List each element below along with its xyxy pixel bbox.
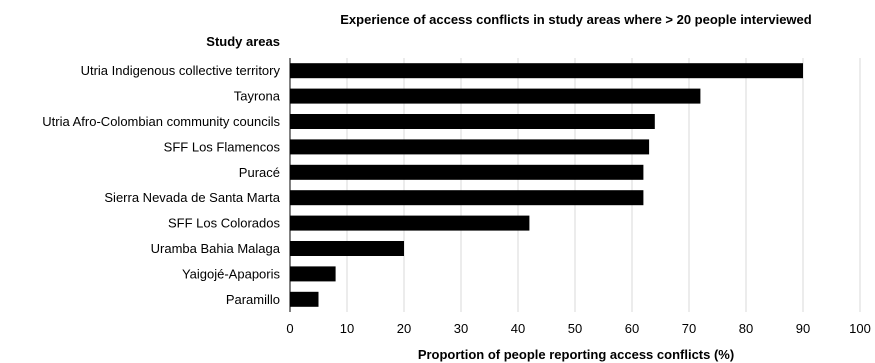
category-label: Utria Indigenous collective territory	[81, 63, 281, 78]
category-label: Yaigojé-Apaporis	[182, 266, 281, 281]
bar	[290, 139, 650, 155]
category-label: SFF Los Flamencos	[164, 139, 281, 154]
x-tick-label: 90	[796, 321, 810, 336]
y-axis-title: Study areas	[206, 34, 280, 49]
bar	[290, 190, 644, 206]
category-label: SFF Los Colorados	[168, 216, 280, 231]
x-tick-label: 40	[511, 321, 525, 336]
category-label: Tayrona	[234, 89, 281, 104]
x-tick-label: 10	[340, 321, 354, 336]
bar	[290, 63, 803, 79]
x-tick-label: 70	[682, 321, 696, 336]
x-tick-label: 20	[397, 321, 411, 336]
bar	[290, 114, 655, 129]
x-tick-label: 80	[739, 321, 753, 336]
bars	[290, 63, 803, 307]
bar	[290, 241, 404, 256]
bar	[290, 291, 319, 307]
bar	[290, 266, 336, 282]
x-tick-label: 100	[849, 321, 871, 336]
category-label: Sierra Nevada de Santa Marta	[104, 190, 280, 205]
x-tick-label: 60	[625, 321, 639, 336]
bar	[290, 215, 530, 231]
x-tick-label: 30	[454, 321, 468, 336]
category-labels: Utria Indigenous collective territory Tay…	[42, 63, 280, 307]
x-tick-label: 50	[568, 321, 582, 336]
x-tick-label: 0	[286, 321, 293, 336]
category-label: Paramillo	[226, 292, 280, 307]
category-label: Utria Afro-Colombian community councils	[42, 114, 280, 129]
category-label: Uramba Bahia Malaga	[151, 241, 281, 256]
x-tick-labels: 0 10 20 30 40 50 60 70 80 90 100	[286, 321, 870, 336]
x-axis-title: Proportion of people reporting access co…	[418, 347, 734, 362]
chart-title: Experience of access conflicts in study …	[340, 12, 812, 27]
category-label: Puracé	[239, 165, 280, 180]
bar	[290, 88, 701, 104]
bar	[290, 164, 644, 180]
